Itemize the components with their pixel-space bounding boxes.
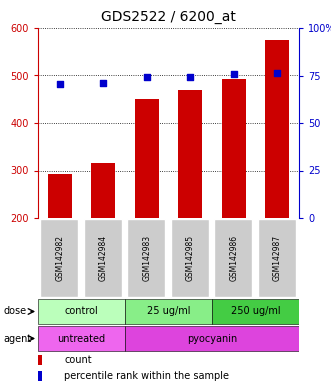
Text: 25 ug/ml: 25 ug/ml (147, 306, 190, 316)
Bar (38, 300, 125, 324)
Text: control: control (65, 306, 98, 316)
Text: untreated: untreated (58, 333, 106, 344)
Bar (125, 326, 299, 351)
Bar (125, 300, 212, 324)
Bar (258, 219, 296, 297)
Bar (38, 355, 42, 365)
Text: pyocyanin: pyocyanin (187, 333, 237, 344)
Point (275, 70, 280, 76)
Text: GSM142987: GSM142987 (273, 235, 282, 281)
Bar (40, 219, 78, 297)
Bar (222, 79, 246, 218)
Text: GSM142985: GSM142985 (186, 235, 195, 281)
Text: count: count (64, 355, 92, 365)
Bar (178, 90, 202, 218)
Text: agent: agent (3, 333, 31, 344)
Text: GSM142982: GSM142982 (55, 235, 64, 281)
Bar (127, 219, 166, 297)
Point (231, 71, 236, 77)
Bar (212, 300, 299, 324)
Title: GDS2522 / 6200_at: GDS2522 / 6200_at (101, 10, 236, 24)
Text: GSM142986: GSM142986 (229, 235, 238, 281)
Text: GSM142984: GSM142984 (99, 235, 108, 281)
Point (144, 74, 149, 81)
Bar (135, 99, 159, 218)
Point (188, 74, 193, 81)
Bar (171, 219, 209, 297)
Bar (38, 326, 125, 351)
Bar (265, 40, 289, 218)
Bar (91, 163, 115, 218)
Bar (214, 219, 253, 297)
Bar (84, 219, 122, 297)
Bar (48, 174, 72, 218)
Point (101, 80, 106, 86)
Point (57, 81, 63, 87)
Text: 250 ug/ml: 250 ug/ml (231, 306, 280, 316)
Text: GSM142983: GSM142983 (142, 235, 151, 281)
Text: percentile rank within the sample: percentile rank within the sample (64, 371, 229, 381)
Bar (38, 371, 42, 381)
Text: dose: dose (3, 306, 26, 316)
